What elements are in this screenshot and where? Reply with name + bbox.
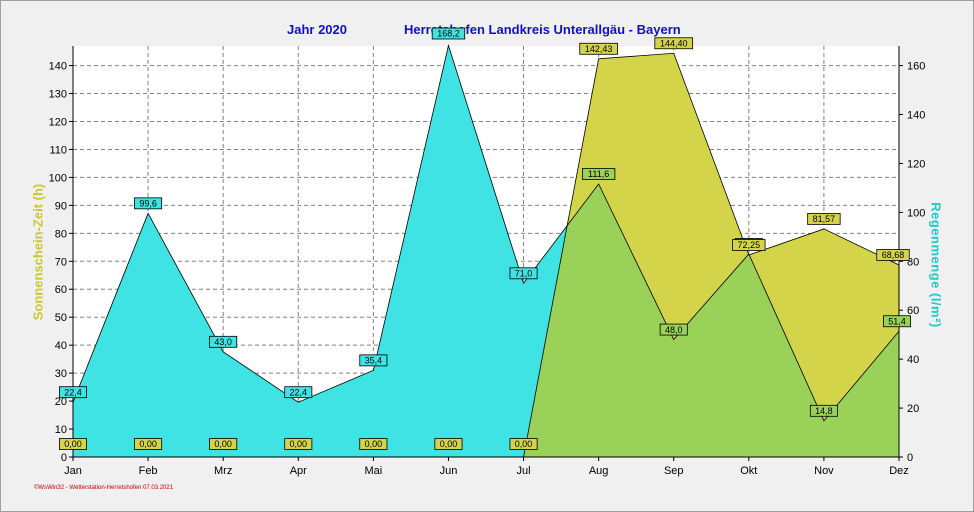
y-left-tick-label: 140 bbox=[49, 61, 67, 73]
x-tick-label: Mai bbox=[364, 465, 382, 477]
chart-title-year: Jahr 2020 bbox=[287, 22, 347, 37]
sunshine-data-label-box bbox=[807, 213, 841, 225]
sunshine-data-label: 0,00 bbox=[365, 439, 383, 449]
rain-data-label: 22,4 bbox=[64, 387, 82, 397]
y-left-tick-label: 50 bbox=[55, 312, 67, 324]
x-tick-label: Feb bbox=[139, 465, 158, 477]
rain-data-label: 71,0 bbox=[515, 269, 533, 279]
rain-data-label-box bbox=[581, 168, 616, 180]
y-right-tick-label: 0 bbox=[907, 452, 913, 464]
sunshine-data-label: 142,43 bbox=[585, 44, 613, 54]
rain-data-label: 99,6 bbox=[139, 199, 157, 209]
x-tick-label: Jun bbox=[440, 465, 458, 477]
sunshine-data-label: 0,00 bbox=[139, 439, 157, 449]
rain-data-label-box bbox=[359, 354, 388, 367]
rain-data-label-box bbox=[284, 386, 313, 399]
y-right-tick-label: 80 bbox=[907, 256, 919, 268]
sunshine-data-label-box bbox=[654, 37, 694, 50]
rain-data-label: 168,2 bbox=[437, 29, 460, 39]
sunshine-data-label: 0,00 bbox=[64, 439, 82, 449]
y-left-tick-label: 90 bbox=[55, 200, 67, 212]
sunshine-data-label: 81,57 bbox=[813, 214, 836, 224]
sunshine-data-label-box bbox=[434, 438, 463, 450]
rain-data-label: 43,0 bbox=[214, 337, 232, 347]
y-left-tick-label: 130 bbox=[49, 89, 67, 101]
y-right-tick-label: 40 bbox=[907, 354, 919, 366]
rain-data-label: 51,4 bbox=[888, 316, 906, 326]
x-tick-label: Apr bbox=[290, 465, 307, 477]
y-left-tick-label: 120 bbox=[49, 116, 67, 128]
y-right-tick-label: 140 bbox=[907, 110, 925, 122]
rain-data-label-box bbox=[659, 323, 688, 336]
y-right-tick-label: 20 bbox=[907, 403, 919, 415]
sunshine-data-label-box bbox=[579, 42, 618, 55]
rain-data-label: 14,8 bbox=[815, 406, 833, 416]
y-right-tick-label: 100 bbox=[907, 207, 925, 219]
y-left-tick-label: 60 bbox=[55, 284, 67, 296]
y-left-tick-label: 10 bbox=[55, 424, 67, 436]
rain-data-label-box bbox=[883, 315, 912, 328]
y-left-tick-label: 40 bbox=[55, 340, 67, 352]
sunshine-data-label: 0,00 bbox=[515, 439, 533, 449]
x-tick-label: Dez bbox=[889, 465, 909, 477]
sunshine-data-label: 0,00 bbox=[214, 439, 232, 449]
y-left-tick-label: 80 bbox=[55, 228, 67, 240]
x-tick-label: Sep bbox=[664, 465, 684, 477]
sunshine-data-label-box bbox=[359, 438, 388, 450]
sunshine-data-label-box bbox=[59, 438, 88, 450]
rain-data-label-box bbox=[59, 386, 88, 399]
sunshine-data-label: 0,00 bbox=[290, 439, 308, 449]
y-right-tick-label: 120 bbox=[907, 158, 925, 170]
x-tick-label: Mrz bbox=[214, 465, 232, 477]
y-left-tick-label: 20 bbox=[55, 396, 67, 408]
y-left-tick-label: 70 bbox=[55, 256, 67, 268]
y-right-tick-label: 160 bbox=[907, 61, 925, 73]
x-tick-label: Nov bbox=[814, 465, 834, 477]
y-left-tick-label: 0 bbox=[61, 452, 67, 464]
rain-data-label: 22,4 bbox=[290, 387, 308, 397]
y-right-tick-label: 60 bbox=[907, 305, 919, 317]
rain-data-label: 48,0 bbox=[665, 325, 683, 335]
sunshine-data-label-box bbox=[509, 438, 538, 450]
footer-copyright: ©WsWin32 - Wetterstation-Herretshofen 07… bbox=[34, 485, 174, 491]
rain-data-label: 111,6 bbox=[588, 169, 609, 179]
sunshine-data-label-box bbox=[732, 239, 766, 251]
y-left-tick-label: 110 bbox=[49, 144, 67, 156]
chart-title-location: Herretshofen Landkreis Unterallgäu - Bay… bbox=[404, 22, 681, 37]
sunshine-data-label-box bbox=[209, 438, 238, 450]
y-left-tick-label: 30 bbox=[55, 368, 67, 380]
rain-data-label-box bbox=[134, 197, 163, 210]
sunshine-data-label: 68,68 bbox=[882, 250, 905, 260]
x-tick-label: Aug bbox=[589, 465, 609, 477]
x-tick-label: Jan bbox=[64, 465, 82, 477]
sunshine-data-label: 144,40 bbox=[660, 38, 688, 48]
x-tick-label: Okt bbox=[740, 465, 757, 477]
rain-data-label-box bbox=[509, 267, 538, 280]
sunshine-data-label: 72,25 bbox=[738, 240, 761, 250]
x-tick-label: Jul bbox=[517, 465, 531, 477]
rain-series-line bbox=[72, 43, 900, 422]
rain-data-label-box bbox=[209, 335, 238, 348]
sunshine-data-label-box bbox=[134, 438, 163, 450]
sunshine-data-label-box bbox=[876, 249, 910, 261]
sunshine-data-label-box bbox=[284, 438, 313, 450]
rain-data-label: 35,4 bbox=[365, 356, 383, 366]
rain-data-label-box bbox=[431, 27, 466, 40]
rain-data-label-box bbox=[809, 404, 838, 417]
sunshine-data-label: 0,00 bbox=[440, 439, 458, 449]
y-left-tick-label: 100 bbox=[49, 172, 67, 184]
